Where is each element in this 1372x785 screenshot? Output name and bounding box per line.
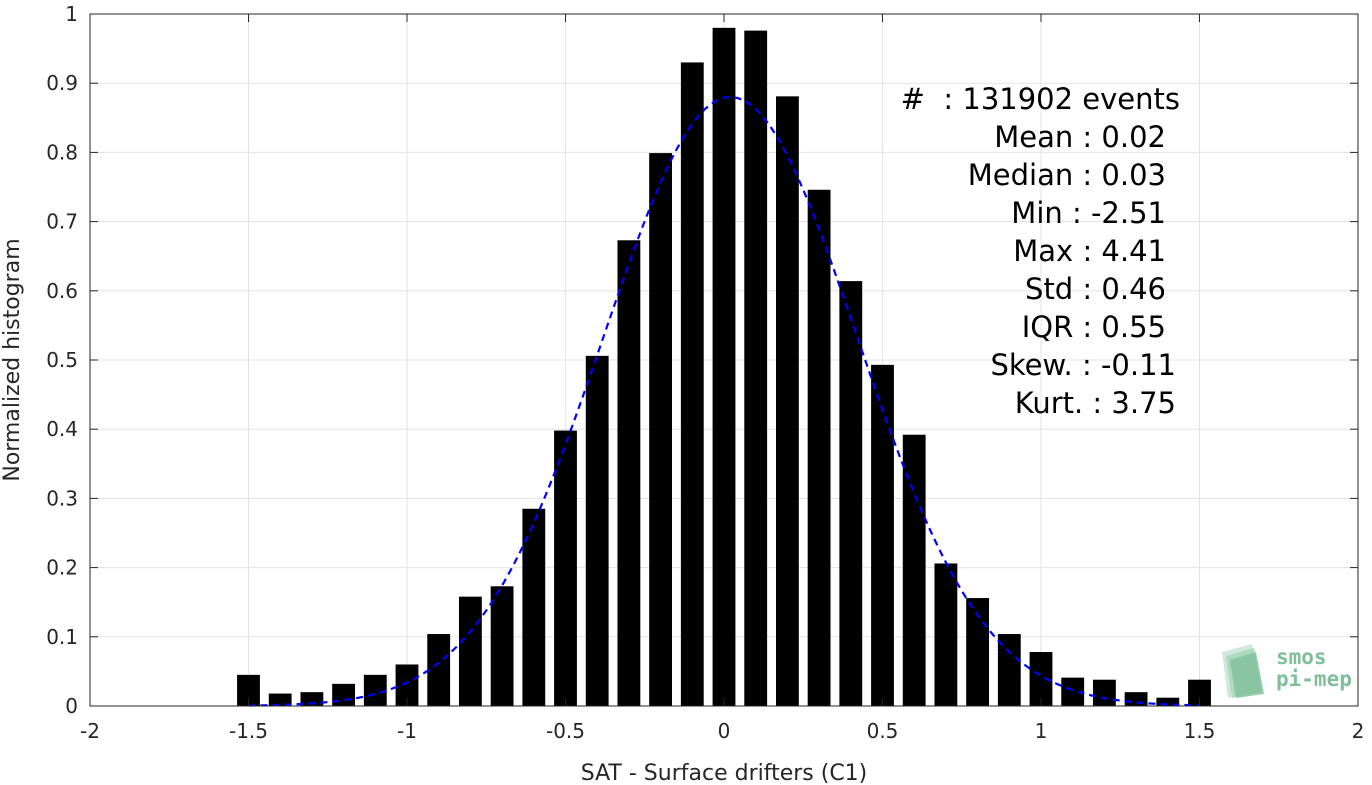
x-tick-label: -0.5 xyxy=(546,719,585,743)
histogram-bar xyxy=(934,563,958,706)
smos-pi-mep-logo: smos pi-mep xyxy=(1218,640,1358,702)
y-tick-label: 0.1 xyxy=(46,625,78,649)
histogram-bar xyxy=(585,355,609,706)
histogram-bar xyxy=(997,634,1021,706)
histogram-bar xyxy=(807,189,831,706)
y-tick-label: 0.8 xyxy=(46,140,78,164)
histogram-bar xyxy=(363,674,387,706)
histogram-bar xyxy=(1188,679,1211,706)
histogram-bar xyxy=(871,364,894,706)
histogram-bar xyxy=(744,30,768,707)
y-tick-label: 1 xyxy=(65,2,78,26)
y-tick-label: 0.5 xyxy=(46,348,78,372)
histogram-bar xyxy=(1029,652,1053,706)
histogram-bar xyxy=(237,674,260,706)
x-tick-label: 0 xyxy=(718,719,731,743)
x-axis-ticks: -2 -1.5 -1 -0.5 0 0.5 1 1.5 2 xyxy=(80,14,1364,743)
y-axis-ticks: 0 0.1 0.2 0.3 0.4 0.5 0.6 0.7 0.8 0.9 1 xyxy=(46,2,1358,718)
histogram-bar xyxy=(458,596,482,706)
x-tick-label: 0.5 xyxy=(867,719,899,743)
y-tick-label: 0.2 xyxy=(46,556,78,580)
y-axis-label: Normalized histogram xyxy=(0,238,25,481)
histogram-bar xyxy=(617,240,641,706)
y-tick-label: 0.7 xyxy=(46,210,78,234)
x-tick-label: 1.5 xyxy=(1184,719,1216,743)
histogram-bar xyxy=(839,281,863,706)
histogram-bars xyxy=(237,27,1211,707)
stat-min: Min : -2.51 xyxy=(1011,196,1166,230)
gaussian-fit-curve xyxy=(248,95,1200,707)
stat-skew: Skew. : -0.11 xyxy=(990,348,1176,382)
histogram-bar xyxy=(522,508,546,706)
histogram-bar xyxy=(649,153,673,707)
x-tick-label: -1.5 xyxy=(229,719,268,743)
logo-waves-icon xyxy=(1222,644,1264,698)
histogram-bar xyxy=(332,683,356,706)
histogram-bar xyxy=(966,598,990,706)
histogram-bar xyxy=(1124,692,1148,706)
histogram-bar xyxy=(427,634,451,706)
y-tick-label: 0 xyxy=(65,694,78,718)
x-tick-label: 2 xyxy=(1352,719,1365,743)
stat-mean: Mean : 0.02 xyxy=(994,120,1166,154)
histogram-bar xyxy=(712,27,736,706)
histogram-bar xyxy=(775,96,799,706)
histogram-bar xyxy=(268,693,292,706)
y-tick-label: 0.9 xyxy=(46,71,78,95)
histogram-bar xyxy=(902,434,926,706)
statistics-box: # : 131902 events Mean : 0.02 Median : 0… xyxy=(860,80,1190,422)
histogram-bar xyxy=(490,586,514,706)
histogram-bar xyxy=(554,430,577,706)
x-axis-label: SAT - Surface drifters (C1) xyxy=(581,761,868,785)
stat-events: # : 131902 events xyxy=(900,82,1180,116)
histogram-bar xyxy=(300,692,324,706)
histogram-bar xyxy=(395,664,419,706)
x-tick-label: -1 xyxy=(397,719,417,743)
y-tick-label: 0.4 xyxy=(46,417,78,441)
x-tick-label: -2 xyxy=(80,719,100,743)
stat-max: Max : 4.41 xyxy=(1013,234,1166,268)
stat-iqr: IQR : 0.55 xyxy=(1021,310,1166,344)
stat-median: Median : 0.03 xyxy=(967,158,1166,192)
stat-kurt: Kurt. : 3.75 xyxy=(1014,386,1176,420)
logo-line1: smos xyxy=(1276,645,1327,669)
histogram-bar xyxy=(1156,697,1180,706)
histogram-bar xyxy=(680,62,704,706)
y-tick-label: 0.6 xyxy=(46,279,78,303)
stat-std: Std : 0.46 xyxy=(1025,272,1166,306)
histogram-bar xyxy=(1092,679,1116,706)
x-tick-label: 1 xyxy=(1035,719,1048,743)
y-tick-label: 0.3 xyxy=(46,486,78,510)
logo-line2: pi-mep xyxy=(1276,667,1352,691)
histogram-bar xyxy=(1061,677,1085,706)
